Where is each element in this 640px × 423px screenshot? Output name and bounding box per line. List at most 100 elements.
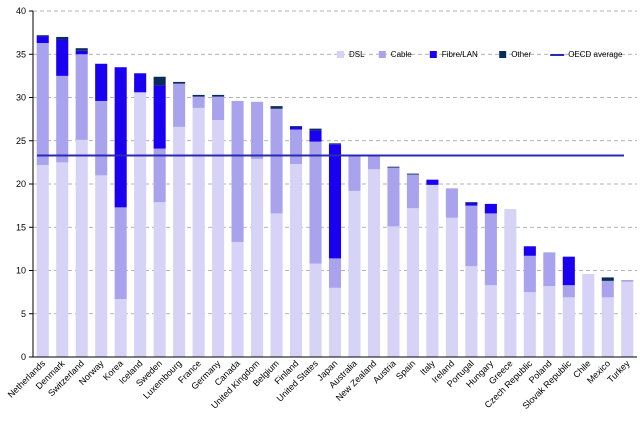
bar-segment	[231, 241, 244, 357]
bar-segment	[523, 255, 536, 293]
bar-segment	[387, 166, 400, 168]
bar-segment	[406, 174, 419, 209]
bar-segment	[75, 54, 88, 140]
y-tick-label: 40	[16, 6, 26, 16]
bar-segment	[153, 85, 166, 149]
bar-segment	[621, 280, 634, 282]
bar-segment	[465, 203, 478, 206]
bar-segment	[192, 96, 205, 108]
bar-segment	[212, 94, 225, 97]
bar-segment	[504, 209, 517, 357]
bar-segment	[426, 184, 439, 357]
bar-segment	[153, 202, 166, 357]
bar-segment	[328, 144, 342, 259]
y-tick-label: 25	[16, 136, 26, 146]
y-tick-label: 10	[16, 266, 26, 276]
bar-segment	[601, 280, 614, 298]
bar-segment	[192, 94, 205, 97]
x-tick-label: Spain	[394, 358, 417, 381]
bar-segment	[562, 285, 575, 298]
bar-segment	[328, 143, 342, 145]
bar-segment	[114, 67, 127, 208]
bars-group	[36, 35, 634, 358]
y-tick-label: 5	[21, 309, 26, 319]
bar-segment	[465, 205, 478, 267]
bar-segment	[582, 273, 595, 357]
x-category-labels: NetherlandsDenmarkSwitzerlandNorwayKorea…	[6, 358, 632, 411]
legend-swatch	[499, 51, 507, 58]
y-tick-labels: 0 5 10 15 20 25 30 35 40	[16, 6, 26, 362]
bar-segment	[484, 213, 497, 286]
bar-segment	[445, 188, 458, 218]
bar-segment	[192, 107, 205, 357]
bar-segment	[231, 100, 244, 242]
legend: DSL Cable Fibre/LAN Other OECD average	[337, 50, 623, 59]
bar-segment	[134, 73, 147, 93]
bar-segment	[270, 213, 283, 357]
bar-segment	[56, 162, 69, 357]
bar-segment	[348, 155, 361, 191]
bar-segment	[153, 148, 166, 203]
bar-segment	[289, 126, 303, 127]
bar-segment	[484, 285, 497, 357]
bar-segment	[173, 83, 186, 127]
bar-segment	[212, 96, 225, 120]
bar-segment	[367, 155, 381, 170]
bar-segment	[309, 130, 322, 142]
bar-segment	[367, 169, 381, 357]
bar-segment	[95, 175, 108, 357]
legend-label: OECD average	[568, 50, 623, 59]
bar-segment	[270, 108, 283, 214]
bar-segment	[465, 202, 478, 204]
bar-segment	[251, 158, 264, 357]
bar-segment	[621, 281, 634, 357]
bar-segment	[348, 190, 361, 357]
bar-segment	[426, 179, 439, 185]
legend-label: DSL	[349, 50, 365, 59]
bar-segment	[173, 81, 186, 84]
bar-segment	[36, 164, 49, 357]
bar-segment	[309, 141, 322, 264]
bar-segment	[95, 100, 108, 176]
bar-segment	[270, 106, 283, 109]
bar-segment	[523, 246, 536, 256]
y-tick-label: 15	[16, 222, 26, 232]
bar-segment	[406, 208, 419, 357]
legend-label: Cable	[391, 50, 412, 59]
bar-segment	[387, 226, 400, 357]
legend-swatch	[337, 51, 344, 58]
bar-segment	[601, 297, 614, 357]
bar-segment	[56, 39, 69, 76]
legend-swatch	[378, 51, 386, 58]
legend-label: Fibre/LAN	[442, 50, 478, 59]
bar-segment	[134, 92, 147, 357]
bar-segment	[328, 287, 342, 357]
bar-segment	[36, 36, 49, 44]
bar-segment	[484, 203, 497, 214]
bar-segment	[251, 101, 264, 159]
bar-segment	[562, 256, 575, 286]
bar-segment	[173, 126, 186, 357]
legend-label: Other	[511, 50, 531, 59]
bar-segment	[75, 48, 88, 51]
bar-segment	[56, 36, 69, 40]
bar-segment	[36, 43, 49, 165]
bar-segment	[328, 258, 342, 288]
y-tick-label: 30	[16, 93, 26, 103]
bar-segment	[212, 119, 225, 358]
bar-segment	[562, 297, 575, 357]
bar-segment	[543, 286, 556, 357]
bar-segment	[543, 252, 556, 287]
bar-segment	[95, 63, 108, 101]
legend-swatch	[429, 51, 437, 58]
y-tick-label: 20	[16, 179, 26, 189]
y-tick-label: 0	[21, 352, 26, 362]
bar-segment	[114, 207, 127, 300]
bar-segment	[406, 173, 419, 175]
bar-segment	[309, 128, 322, 131]
y-tick-label: 35	[16, 49, 26, 59]
bar-segment	[465, 266, 478, 357]
bar-segment	[289, 129, 303, 165]
bar-segment	[153, 76, 166, 86]
